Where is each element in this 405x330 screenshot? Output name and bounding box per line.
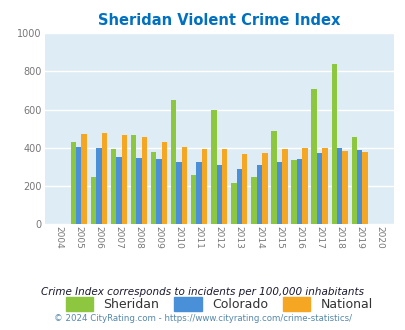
Bar: [191, 175, 196, 224]
Bar: [96, 148, 101, 224]
Bar: [211, 110, 216, 224]
Bar: [356, 150, 362, 224]
Text: Crime Index corresponds to incidents per 100,000 inhabitants: Crime Index corresponds to incidents per…: [41, 287, 364, 297]
Bar: [101, 134, 107, 224]
Bar: [136, 158, 141, 224]
Bar: [90, 177, 96, 224]
Bar: [322, 148, 327, 224]
Bar: [301, 148, 307, 224]
Bar: [181, 147, 187, 224]
Bar: [251, 177, 256, 224]
Bar: [76, 147, 81, 224]
Bar: [222, 149, 227, 224]
Bar: [262, 152, 267, 224]
Bar: [116, 157, 121, 224]
Bar: [311, 88, 316, 224]
Bar: [351, 137, 356, 224]
Bar: [156, 159, 161, 224]
Bar: [151, 152, 156, 224]
Bar: [281, 149, 287, 224]
Bar: [362, 152, 367, 224]
Bar: [141, 137, 147, 224]
Bar: [296, 159, 301, 224]
Bar: [336, 148, 341, 224]
Bar: [176, 162, 181, 224]
Bar: [196, 162, 201, 224]
Bar: [161, 142, 167, 224]
Bar: [201, 149, 207, 224]
Bar: [111, 149, 116, 224]
Bar: [70, 142, 76, 224]
Text: © 2024 CityRating.com - https://www.cityrating.com/crime-statistics/: © 2024 CityRating.com - https://www.city…: [54, 314, 351, 323]
Bar: [291, 160, 296, 224]
Legend: Sheridan, Colorado, National: Sheridan, Colorado, National: [61, 292, 377, 316]
Bar: [81, 134, 87, 224]
Bar: [230, 183, 236, 224]
Bar: [122, 135, 127, 224]
Bar: [171, 100, 176, 224]
Bar: [216, 165, 222, 224]
Bar: [271, 131, 276, 224]
Bar: [276, 162, 281, 224]
Bar: [236, 169, 241, 224]
Bar: [331, 64, 336, 224]
Bar: [256, 165, 262, 224]
Title: Sheridan Violent Crime Index: Sheridan Violent Crime Index: [98, 13, 339, 28]
Bar: [241, 153, 247, 224]
Bar: [130, 135, 136, 224]
Bar: [316, 152, 322, 224]
Bar: [341, 151, 347, 224]
